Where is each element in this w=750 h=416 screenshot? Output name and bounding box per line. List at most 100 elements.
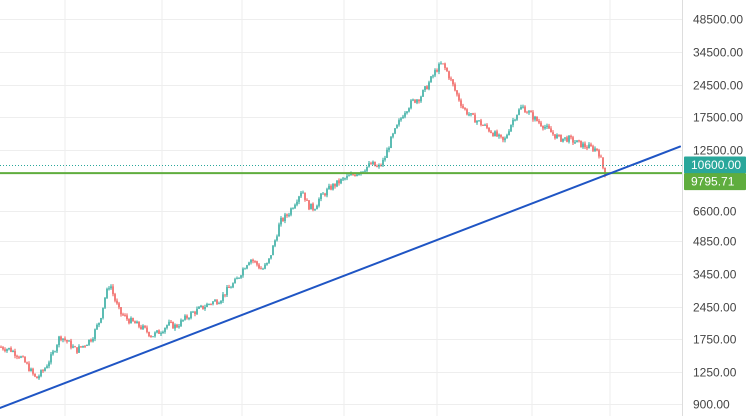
candle-body xyxy=(58,336,60,346)
candle-body xyxy=(150,335,152,337)
candle-body xyxy=(192,311,194,313)
candle-body xyxy=(538,120,540,123)
candle-body xyxy=(224,294,226,296)
price-tag-label: 10600.00 xyxy=(691,158,741,172)
candle-body xyxy=(314,209,316,211)
candle-body xyxy=(578,140,580,142)
candle-body xyxy=(104,297,106,308)
candle-body xyxy=(516,114,518,120)
candle-body xyxy=(364,170,366,172)
candle-body xyxy=(328,185,330,190)
candle-body xyxy=(178,326,180,328)
candle-body xyxy=(342,178,344,180)
candle-body xyxy=(524,106,526,113)
candle-body xyxy=(182,319,184,321)
candle-body xyxy=(256,261,258,265)
candle-body xyxy=(234,279,236,284)
candle-body xyxy=(528,111,530,113)
candle-body xyxy=(202,305,204,309)
candle-body xyxy=(100,318,102,323)
candle-body xyxy=(276,236,278,241)
candle-body xyxy=(110,286,112,289)
candle-body xyxy=(124,315,126,317)
candle-body xyxy=(128,319,130,324)
candle-body xyxy=(210,303,212,305)
candle-body xyxy=(334,184,336,187)
candle-body xyxy=(500,134,502,137)
candle-body xyxy=(526,112,528,114)
candle-body xyxy=(322,193,324,195)
candle-body xyxy=(466,109,468,115)
price-axis[interactable]: 48500.00 34500.00 24500.00 17500.00 12500.00… xyxy=(682,0,744,416)
candle-body xyxy=(286,214,288,216)
candle-body xyxy=(32,368,34,374)
candle-body xyxy=(166,325,168,328)
candle-body xyxy=(42,370,44,372)
candle-body xyxy=(156,330,158,333)
y-tick-label: 34500.00 xyxy=(693,46,743,60)
candle-body xyxy=(432,75,434,77)
candle-body xyxy=(580,140,582,148)
candle-body xyxy=(280,218,282,225)
candle-body xyxy=(490,131,492,133)
candle-body xyxy=(304,192,306,200)
candle-body xyxy=(420,96,422,102)
candle-body xyxy=(554,134,556,139)
candle-body xyxy=(494,131,496,137)
candle-body xyxy=(600,156,602,158)
candle-body xyxy=(468,114,470,116)
candle-body xyxy=(158,330,160,334)
candle-body xyxy=(160,333,162,335)
candle-body xyxy=(454,84,456,91)
candle-body xyxy=(40,370,42,377)
candle-body xyxy=(230,287,232,289)
candle-body xyxy=(116,300,118,304)
candle-body xyxy=(208,303,210,305)
candle-body xyxy=(510,124,512,132)
candle-body xyxy=(392,133,394,137)
candle-body xyxy=(94,329,96,339)
candle-body xyxy=(346,175,348,179)
candle-body xyxy=(574,142,576,144)
candle-body xyxy=(66,340,68,342)
candle-body xyxy=(138,321,140,327)
candle-body xyxy=(530,111,532,113)
candle-body xyxy=(548,125,550,129)
trendline[interactable] xyxy=(0,145,681,409)
price-tag-label: 9795.71 xyxy=(691,175,735,189)
candle-body xyxy=(598,150,600,157)
candle-body xyxy=(308,200,310,210)
candle-body xyxy=(562,138,564,142)
y-tick-label: 17500.00 xyxy=(693,111,743,125)
candle-body xyxy=(386,149,388,158)
candle-body xyxy=(302,192,304,194)
candle-body xyxy=(134,321,136,324)
candle-body xyxy=(456,90,458,95)
candle-body xyxy=(310,203,312,210)
y-tick-label: 3450.00 xyxy=(693,268,737,282)
candle-body xyxy=(290,208,292,215)
candle-body xyxy=(374,161,376,167)
candle-body xyxy=(262,268,264,270)
candle-body xyxy=(130,318,132,324)
y-tick-label: 12500.00 xyxy=(693,144,743,158)
candle-body xyxy=(112,286,114,295)
candle-body xyxy=(222,294,224,301)
candle-body xyxy=(122,314,124,316)
candle-body xyxy=(30,368,32,372)
candle-body xyxy=(88,339,90,345)
candle-body xyxy=(194,311,196,314)
candle-body xyxy=(478,120,480,122)
candle-body xyxy=(422,90,424,97)
candle-body xyxy=(218,303,220,305)
candle-body xyxy=(566,137,568,142)
candle-body xyxy=(86,344,88,347)
candle-body xyxy=(556,134,558,139)
candle-body xyxy=(0,346,2,348)
candle-body xyxy=(356,174,358,177)
y-tick-label: 2450.00 xyxy=(693,301,737,315)
candle-body xyxy=(108,288,110,290)
candle-body xyxy=(154,332,156,337)
